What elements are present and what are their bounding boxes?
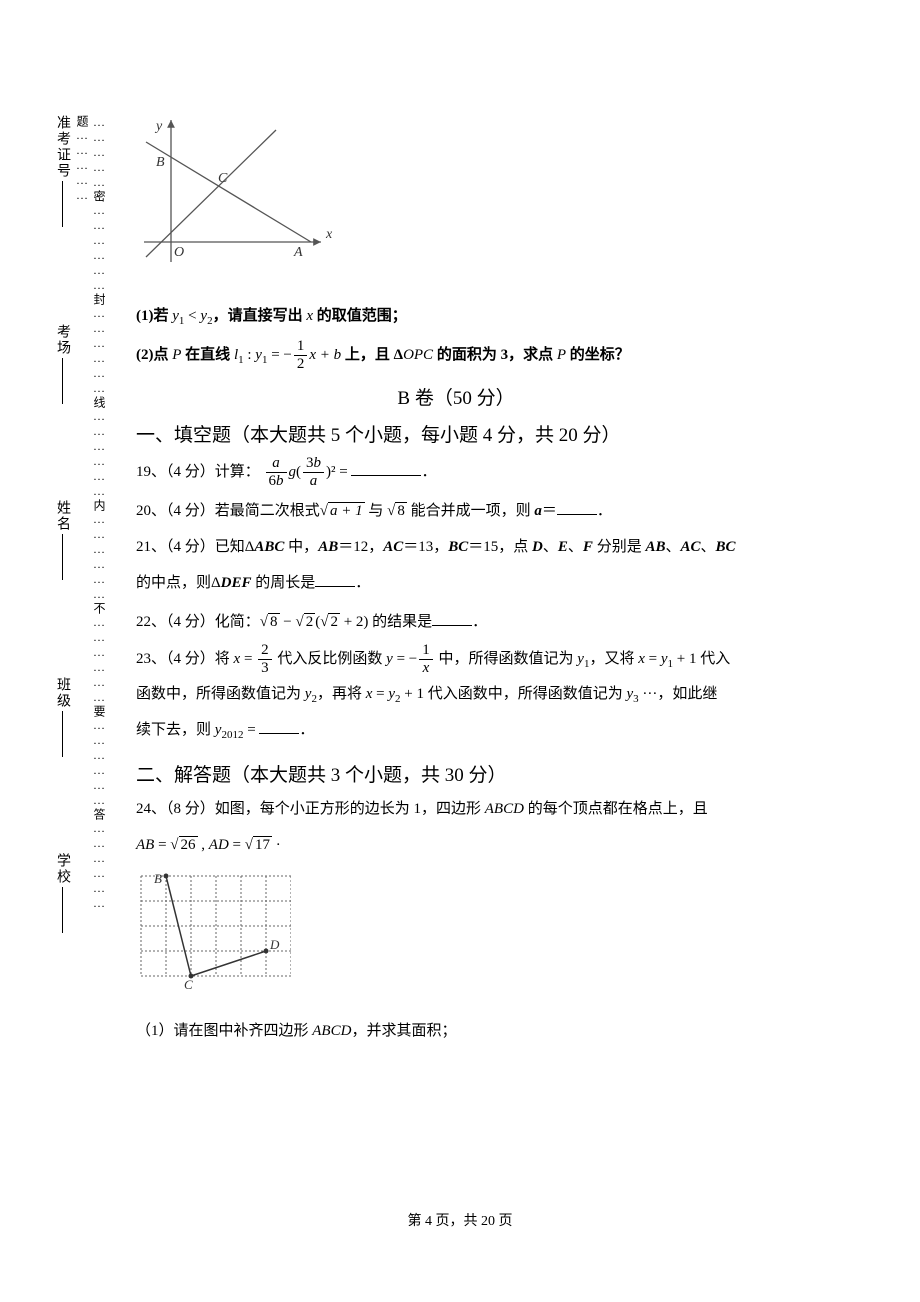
grid-figure: B C D: [136, 871, 776, 996]
point-c-label: C: [218, 171, 228, 186]
grid-point-c: C: [184, 977, 193, 991]
question-24-sub1: （1）请在图中补齐四边形 ABCD，并求其面积；: [136, 1012, 776, 1051]
grid-point-b: B: [154, 871, 162, 886]
fill-blank-heading: 一、填空题（本大题共 5 个小题，每小题 4 分，共 20 分）: [136, 420, 776, 447]
seal-line: ……………密………………封………………线………………内………………不…………………: [80, 115, 102, 935]
question-21-line2: 的中点，则ΔDEF 的周长是．: [136, 564, 776, 603]
page-footer: 第 4 页，共 20 页: [0, 1210, 920, 1230]
page-content: y x O A B C (1)若 y1 < y2，请直接写出 x 的取值范围； …: [136, 112, 776, 1051]
question-24-line1: 24、（8 分）如图，每个小正方形的边长为 1，四边形 ABCD 的每个顶点都在…: [136, 793, 776, 826]
point-b-label: B: [156, 155, 165, 170]
point-a-label: A: [293, 245, 303, 260]
page-number: 4: [425, 1214, 432, 1229]
question-19: 19、（4 分）计算： a66bbg(3b3ba)² = ．: [136, 453, 776, 492]
question-23-line2: 函数中，所得函数值记为 y2，再将 x = y2 + 1 代入函数中，所得函数值…: [136, 678, 776, 711]
question-23-line1: 23、（4 分）将 x = 23 代入反比例函数 y = −1x 中，所得函数值…: [136, 642, 776, 678]
question-23-line3: 续下去，则 y2012 = ．: [136, 711, 776, 750]
question-24-line2: AB = √26 , AD = √17 ·: [136, 826, 776, 865]
field-room: 考场: [52, 324, 72, 406]
total-pages: 20: [481, 1214, 495, 1229]
q20-blank[interactable]: [557, 500, 597, 515]
field-name: 姓名: [52, 500, 72, 582]
problem-part-2: (2)点 P 在直线 l1 : y1 = −12x + b 上，且 ΔOPC 的…: [136, 336, 776, 375]
question-22: 22、（4 分）化简：√8 − √2(√2 + 2) 的结果是．: [136, 603, 776, 642]
q22-blank[interactable]: [432, 611, 472, 626]
seal-text: ……………密………………封………………线………………内………………不…………………: [80, 115, 102, 935]
problem-part-1: (1)若 y1 < y2，请直接写出 x 的取值范围；: [136, 297, 776, 336]
axis-x-label: x: [325, 227, 333, 242]
question-20: 20、（4 分）若最简二次根式√a + 1 与 √8 能合并成一项，则 a＝．: [136, 492, 776, 531]
axis-y-label: y: [154, 119, 163, 134]
origin-label: O: [174, 245, 184, 260]
q21-blank[interactable]: [315, 572, 355, 587]
section-b-title: B 卷（50 分）: [136, 383, 776, 410]
question-21-line1: 21、（4 分）已知ΔABC 中，AB＝12，AC＝13，BC＝15，点 D、E…: [136, 531, 776, 564]
q23-blank[interactable]: [259, 719, 299, 734]
field-id: 准考证号: [52, 115, 72, 229]
solve-heading: 二、解答题（本大题共 3 个小题，共 30 分）: [136, 760, 776, 787]
grid-point-d: D: [269, 937, 280, 952]
field-school: 学校: [52, 853, 72, 935]
sidebar-fields: 学校 班级 姓名 考场 准考证号: [52, 115, 72, 935]
q19-blank[interactable]: [351, 461, 421, 476]
coordinate-graph: y x O A B C: [136, 112, 776, 277]
field-class: 班级: [52, 677, 72, 759]
exam-sidebar: 学校 班级 姓名 考场 准考证号 ……………密………………封………………线…………: [52, 115, 102, 935]
